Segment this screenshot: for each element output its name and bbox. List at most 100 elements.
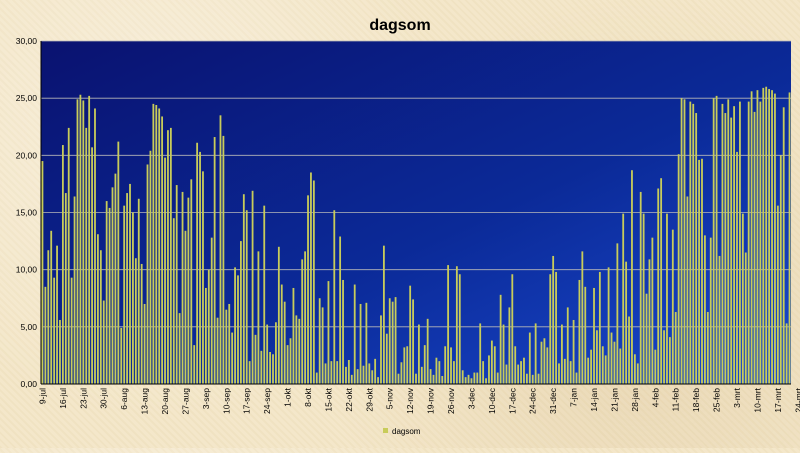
bar — [42, 161, 44, 384]
bar — [298, 319, 300, 384]
bar — [167, 130, 169, 384]
bar — [237, 275, 239, 384]
bar — [120, 328, 122, 384]
y-tick-label: 30,00 — [16, 36, 38, 46]
x-tick-label: 15-okt — [324, 387, 334, 411]
bar — [459, 274, 461, 384]
bar — [185, 231, 187, 384]
bar — [313, 180, 315, 384]
bar — [278, 247, 280, 384]
bar — [628, 317, 630, 384]
x-tick-label: 1-okt — [283, 387, 293, 407]
bar — [196, 143, 198, 384]
bar — [106, 201, 108, 384]
bar — [50, 231, 52, 384]
bar — [611, 333, 613, 384]
bar — [468, 375, 470, 384]
bar — [783, 107, 785, 384]
bar — [325, 363, 327, 384]
bar — [100, 250, 102, 384]
x-tick-label: 21-jan — [609, 388, 619, 412]
bar — [79, 95, 81, 384]
y-tick-label: 25,00 — [16, 93, 38, 103]
bar — [520, 361, 522, 384]
bar — [438, 361, 440, 384]
bar — [616, 243, 618, 384]
bar — [363, 366, 365, 384]
bar — [220, 115, 222, 384]
bar — [684, 99, 686, 384]
bar — [689, 102, 691, 384]
bar — [622, 214, 624, 384]
bar — [150, 151, 152, 384]
bar — [759, 102, 761, 384]
bar — [476, 373, 478, 384]
bar — [657, 188, 659, 384]
bar — [462, 370, 464, 384]
bar — [295, 315, 297, 384]
x-tick-label: 22-okt — [344, 387, 354, 411]
bar — [260, 351, 262, 384]
bar — [649, 259, 651, 384]
bar — [546, 347, 548, 384]
bar — [436, 358, 438, 384]
bar — [535, 323, 537, 384]
bar — [53, 278, 55, 384]
bar — [383, 246, 385, 384]
bar — [663, 330, 665, 384]
bar — [748, 102, 750, 384]
bar — [62, 145, 64, 384]
x-tick-label: 3-dec — [466, 387, 476, 409]
bar — [135, 258, 137, 384]
bar — [625, 262, 627, 384]
bar — [225, 310, 227, 384]
bar — [646, 294, 648, 384]
bar — [368, 363, 370, 384]
bar — [517, 365, 519, 384]
bar — [336, 361, 338, 384]
bar — [619, 349, 621, 384]
bar — [47, 250, 49, 384]
bar — [777, 206, 779, 384]
bar — [266, 325, 268, 384]
bar — [406, 346, 408, 384]
bar — [704, 235, 706, 384]
bar — [672, 230, 674, 384]
bar — [497, 373, 499, 384]
chart-title: dagsom — [369, 17, 430, 34]
bar — [269, 352, 271, 384]
bar — [739, 102, 741, 384]
bar — [544, 338, 546, 384]
bar — [85, 128, 87, 384]
x-tick-label: 24-dec — [528, 387, 538, 414]
bar — [415, 374, 417, 384]
x-tick-label: 10-dec — [487, 387, 497, 414]
bar — [579, 280, 581, 384]
x-tick-label: 10-mrt — [752, 387, 762, 412]
bar — [765, 87, 767, 384]
bar — [555, 272, 557, 384]
bar — [593, 288, 595, 384]
bar — [357, 369, 359, 384]
bar — [491, 341, 493, 384]
x-tick-label: 6-aug — [119, 388, 129, 410]
bar — [418, 325, 420, 384]
bar — [529, 333, 531, 384]
bar — [252, 191, 254, 384]
x-tick-label: 26-nov — [446, 387, 456, 414]
bar — [377, 377, 379, 384]
x-tick-label: 14-jan — [589, 388, 599, 412]
bar — [523, 358, 525, 384]
bar — [158, 108, 160, 384]
x-tick-label: 3-mrt — [732, 387, 742, 407]
bar — [348, 360, 350, 384]
bar — [730, 118, 732, 384]
bar — [637, 363, 639, 384]
bar — [275, 322, 277, 384]
bar — [287, 345, 289, 384]
bar — [482, 361, 484, 384]
